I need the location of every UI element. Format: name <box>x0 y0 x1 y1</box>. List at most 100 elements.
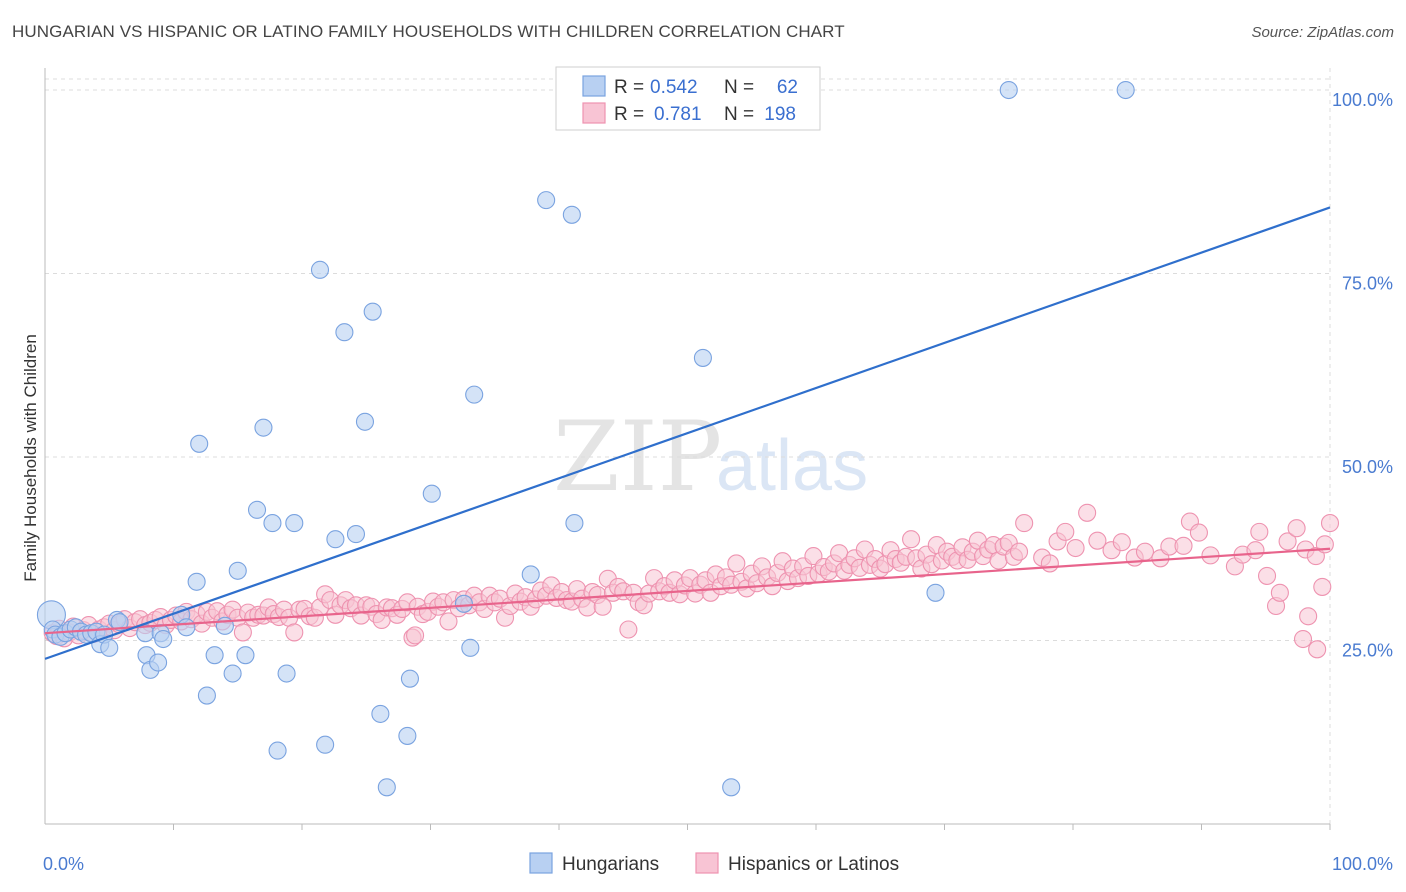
hispanic-point-109 <box>593 597 612 616</box>
hungarian-point-44 <box>363 302 382 321</box>
hispanic-trend-line <box>44 547 1331 635</box>
hispanic-point-219 <box>1320 514 1340 533</box>
hungarian-point-36 <box>277 664 296 683</box>
hispanic-point-220 <box>1293 629 1313 649</box>
hispanic-point-205 <box>1174 536 1193 555</box>
hungarian-point-46 <box>377 778 396 797</box>
hungarian-point-57 <box>693 348 712 367</box>
hispanic-points <box>43 503 1340 659</box>
hispanic-point-72 <box>406 626 425 645</box>
hungarian-points <box>36 80 1135 797</box>
hispanic-point-196 <box>1066 538 1085 558</box>
hungarian-point-30 <box>228 561 247 580</box>
hungarian-trend-line <box>44 206 1331 660</box>
bottom-legend-swatch-hungarians <box>529 852 553 874</box>
trend-lines <box>44 206 1331 660</box>
legend-swatch-hungarians <box>582 75 606 97</box>
legend-r1-label: R = <box>614 77 644 98</box>
hispanic-point-200 <box>1112 533 1131 552</box>
hispanic-point-38 <box>233 623 252 642</box>
y-tick-label-100: 100.0% <box>1332 90 1393 110</box>
hispanic-point-193 <box>1040 554 1059 573</box>
hungarian-point-43 <box>355 412 375 431</box>
hungarian-point-48 <box>400 669 419 688</box>
hispanic-point-225 <box>1250 522 1269 541</box>
hungarian-point-13 <box>100 638 119 657</box>
hungarian-point-15 <box>110 613 129 632</box>
watermark-atlas: atlas <box>716 426 868 506</box>
hispanic-point-221 <box>1308 640 1327 659</box>
hungarian-point-50 <box>454 594 473 613</box>
bottom-legend-hungarians: Hungarians <box>562 854 659 875</box>
hispanic-point-190 <box>1009 542 1029 561</box>
hungarian-point-26 <box>197 686 216 705</box>
hispanic-point-211 <box>1246 541 1265 560</box>
hungarian-point-41 <box>335 323 354 342</box>
hungarian-point-34 <box>263 514 282 533</box>
hungarian-point-39 <box>316 735 335 754</box>
hispanic-point-212 <box>1257 566 1277 585</box>
y-tick-label-75: 75.0% <box>1342 274 1393 294</box>
hispanic-point-202 <box>1135 542 1155 561</box>
hungarian-point-40 <box>326 530 345 549</box>
hungarian-point-53 <box>521 565 540 584</box>
legend-n2-label: N = <box>724 104 754 125</box>
hispanic-point-135 <box>727 554 746 573</box>
hungarian-point-49 <box>422 484 441 503</box>
x-tick-label-max: 100.0% <box>1332 854 1393 874</box>
y-tick-label-50: 50.0% <box>1342 457 1393 477</box>
hungarian-point-37 <box>285 514 304 533</box>
hungarian-point-24 <box>187 572 206 591</box>
hispanic-point-214 <box>1278 532 1297 551</box>
hungarian-point-25 <box>190 434 209 453</box>
hungarian-point-32 <box>247 500 267 519</box>
hungarian-point-51 <box>461 638 480 657</box>
hungarian-point-54 <box>537 191 556 210</box>
hispanic-point-222 <box>1313 577 1332 596</box>
hispanic-point-198 <box>1088 531 1107 550</box>
hungarian-point-58 <box>722 778 741 797</box>
hungarian-point-33 <box>254 418 273 437</box>
hungarian-point-52 <box>465 385 484 404</box>
hispanic-point-150 <box>804 547 823 566</box>
chart-title: HUNGARIAN VS HISPANIC OR LATINO FAMILY H… <box>12 22 845 41</box>
bottom-legend-swatch-hispanics <box>695 852 719 874</box>
hispanic-point-215 <box>1287 519 1306 538</box>
legend-n2-value: 198 <box>764 104 796 125</box>
legend-n1-label: N = <box>724 77 754 98</box>
x-tick-label-min: 0.0% <box>43 854 84 874</box>
legend-r2-value: 0.781 <box>654 104 702 125</box>
hungarian-point-61 <box>1116 80 1135 100</box>
hispanic-point-197 <box>1078 503 1097 522</box>
hungarian-point-59 <box>926 583 945 602</box>
hispanic-point-169 <box>902 530 921 549</box>
hungarian-point-60 <box>999 80 1018 100</box>
hungarian-point-19 <box>149 653 168 672</box>
series-legend: Hungarians Hispanics or Latinos <box>529 852 899 875</box>
hispanic-point-48 <box>285 623 304 642</box>
hispanic-point-223 <box>1299 607 1318 626</box>
legend-r2-label: R = <box>614 104 644 125</box>
legend-swatch-hispanics <box>582 102 606 124</box>
legend-n1-value: 62 <box>777 77 798 98</box>
hispanic-point-191 <box>1015 514 1034 533</box>
hungarian-point-29 <box>223 664 242 683</box>
hungarian-point-47 <box>398 726 417 745</box>
hungarian-point-35 <box>268 741 287 760</box>
hungarian-point-55 <box>562 205 581 224</box>
hispanic-point-114 <box>619 620 638 639</box>
hispanic-point-79 <box>439 612 458 631</box>
source-credit: Source: ZipAtlas.com <box>1251 24 1394 41</box>
y-tick-label-25: 25.0% <box>1342 641 1393 661</box>
hispanic-point-224 <box>1270 583 1289 602</box>
hungarian-point-27 <box>205 646 224 665</box>
y-axis-label: Family Households with Children <box>21 334 40 582</box>
hungarian-point-56 <box>565 514 584 533</box>
legend-r1-value: 0.542 <box>650 77 698 98</box>
stats-legend: R = 0.542 N = 62 R = 0.781 N = 198 <box>555 66 821 131</box>
hispanic-point-207 <box>1189 523 1208 542</box>
hungarian-point-42 <box>346 525 366 544</box>
hungarian-point-38 <box>310 260 330 279</box>
axes <box>44 68 1331 830</box>
